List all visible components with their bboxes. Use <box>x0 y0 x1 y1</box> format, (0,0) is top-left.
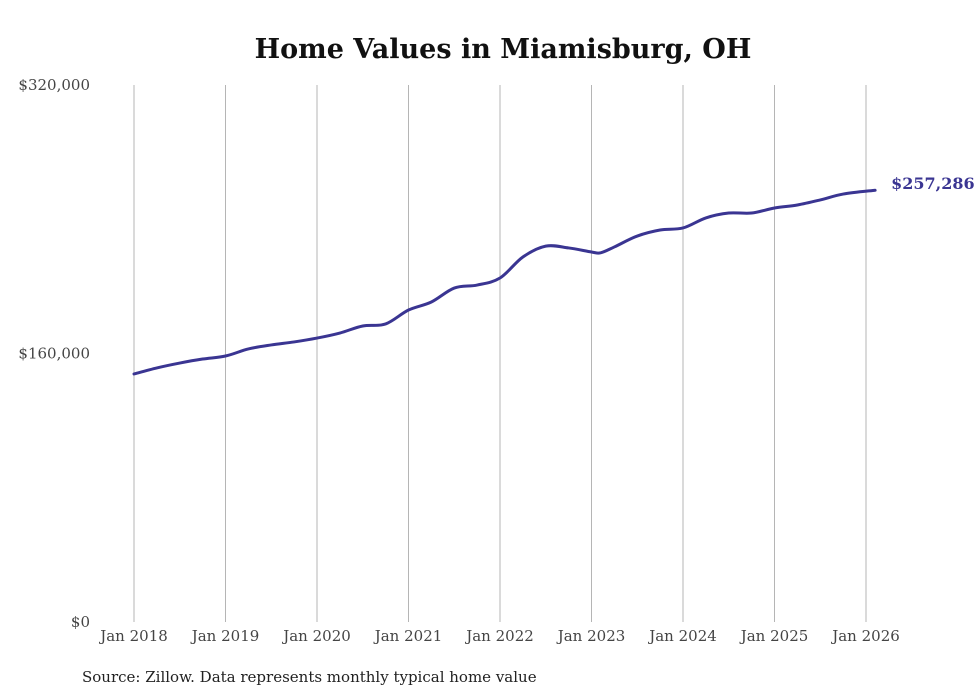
x-tick-label: Jan 2025 <box>739 627 809 645</box>
x-tick-label: Jan 2019 <box>190 627 260 645</box>
x-tick-label: Jan 2020 <box>281 627 351 645</box>
y-tick-label: $320,000 <box>18 76 90 94</box>
series-line <box>132 188 877 376</box>
y-tick-label: $160,000 <box>18 345 90 363</box>
x-tick-label: Jan 2018 <box>98 627 168 645</box>
end-value-label: $257,286 <box>891 174 975 193</box>
source-note: Source: Zillow. Data represents monthly … <box>82 668 537 686</box>
x-tick-label: Jan 2026 <box>830 627 900 645</box>
x-tick-label: Jan 2024 <box>647 627 717 645</box>
x-tick-label: Jan 2021 <box>373 627 443 645</box>
x-tick-label: Jan 2022 <box>464 627 534 645</box>
chart-title: Home Values in Miamisburg, OH <box>255 34 752 65</box>
y-tick-label: $0 <box>71 613 90 631</box>
x-tick-label: Jan 2023 <box>556 627 626 645</box>
